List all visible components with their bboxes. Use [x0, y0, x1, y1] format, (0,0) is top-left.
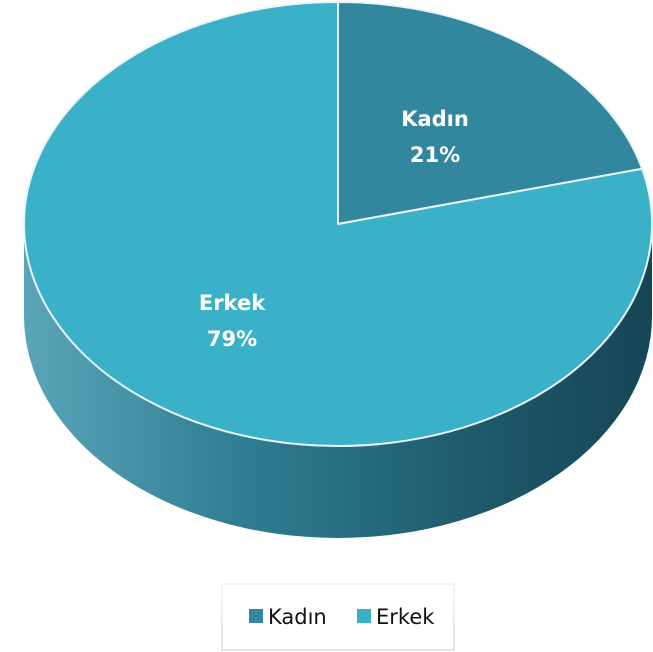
slice-label-erkek: Erkek 79% [199, 291, 266, 351]
slice-label-erkek-value: 79% [207, 327, 257, 351]
pie-slices [23, 1, 653, 447]
slice-label-erkek-name: Erkek [199, 291, 266, 315]
slice-label-kadin-value: 21% [410, 143, 460, 167]
legend-swatch-erkek [357, 609, 371, 623]
legend-swatch-kadin [249, 609, 263, 623]
pie-side [24, 224, 652, 538]
slice-label-kadin: Kadın 21% [401, 107, 469, 167]
pie-slice-erkek [23, 1, 653, 447]
legend-label-kadin: Kadın [268, 605, 327, 629]
legend-frame [221, 583, 455, 651]
legend: Kadın Erkek [221, 583, 455, 651]
slice-label-kadin-name: Kadın [401, 107, 469, 131]
pie-slice-kadin [337, 1, 644, 225]
legend-label-erkek: Erkek [376, 605, 435, 629]
